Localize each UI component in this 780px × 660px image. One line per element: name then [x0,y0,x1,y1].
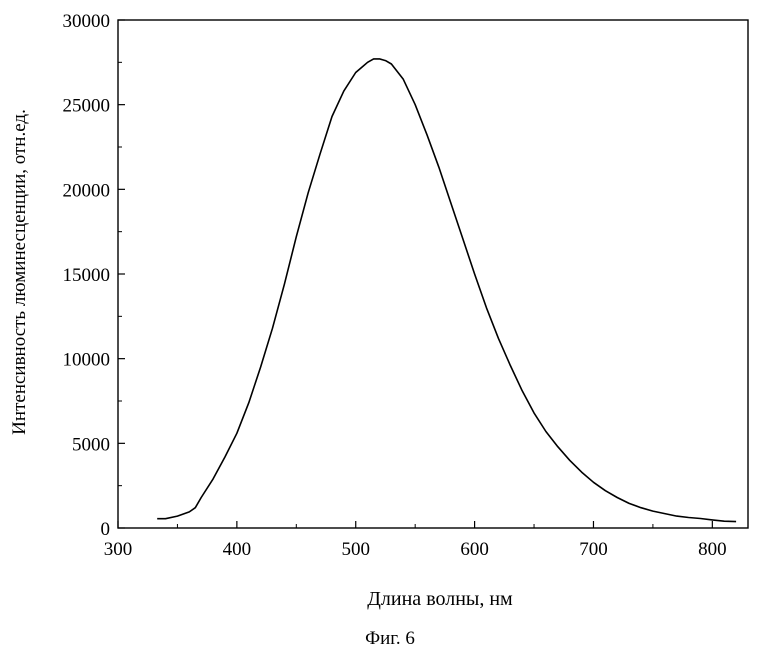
y-tick-label: 30000 [63,11,111,32]
x-tick-label: 700 [579,539,608,560]
plot-axes [118,20,748,528]
x-tick-label: 800 [698,539,727,560]
x-tick-label: 300 [104,539,133,560]
y-tick-label: 5000 [72,434,110,455]
y-axis-label: Интенсивность люминесценции, отн.ед. [9,109,30,435]
figure-caption: Фиг. 6 [0,628,780,650]
series-line [157,59,736,522]
y-tick-label: 20000 [63,180,111,201]
y-tick-label: 10000 [63,350,111,371]
y-tick-label: 25000 [63,96,111,117]
plot-frame [118,20,748,528]
x-tick-label: 400 [223,539,252,560]
y-tick-label: 15000 [63,265,111,286]
y-tick-label: 0 [101,519,111,540]
x-tick-label: 600 [460,539,489,560]
x-tick-label: 500 [341,539,370,560]
x-axis-label: Длина волны, нм [367,588,513,610]
axis-ticks [118,20,712,528]
tick-labels: 300 400 500 600 700 800 0 5000 10000 15000 20000 25… [63,11,727,560]
